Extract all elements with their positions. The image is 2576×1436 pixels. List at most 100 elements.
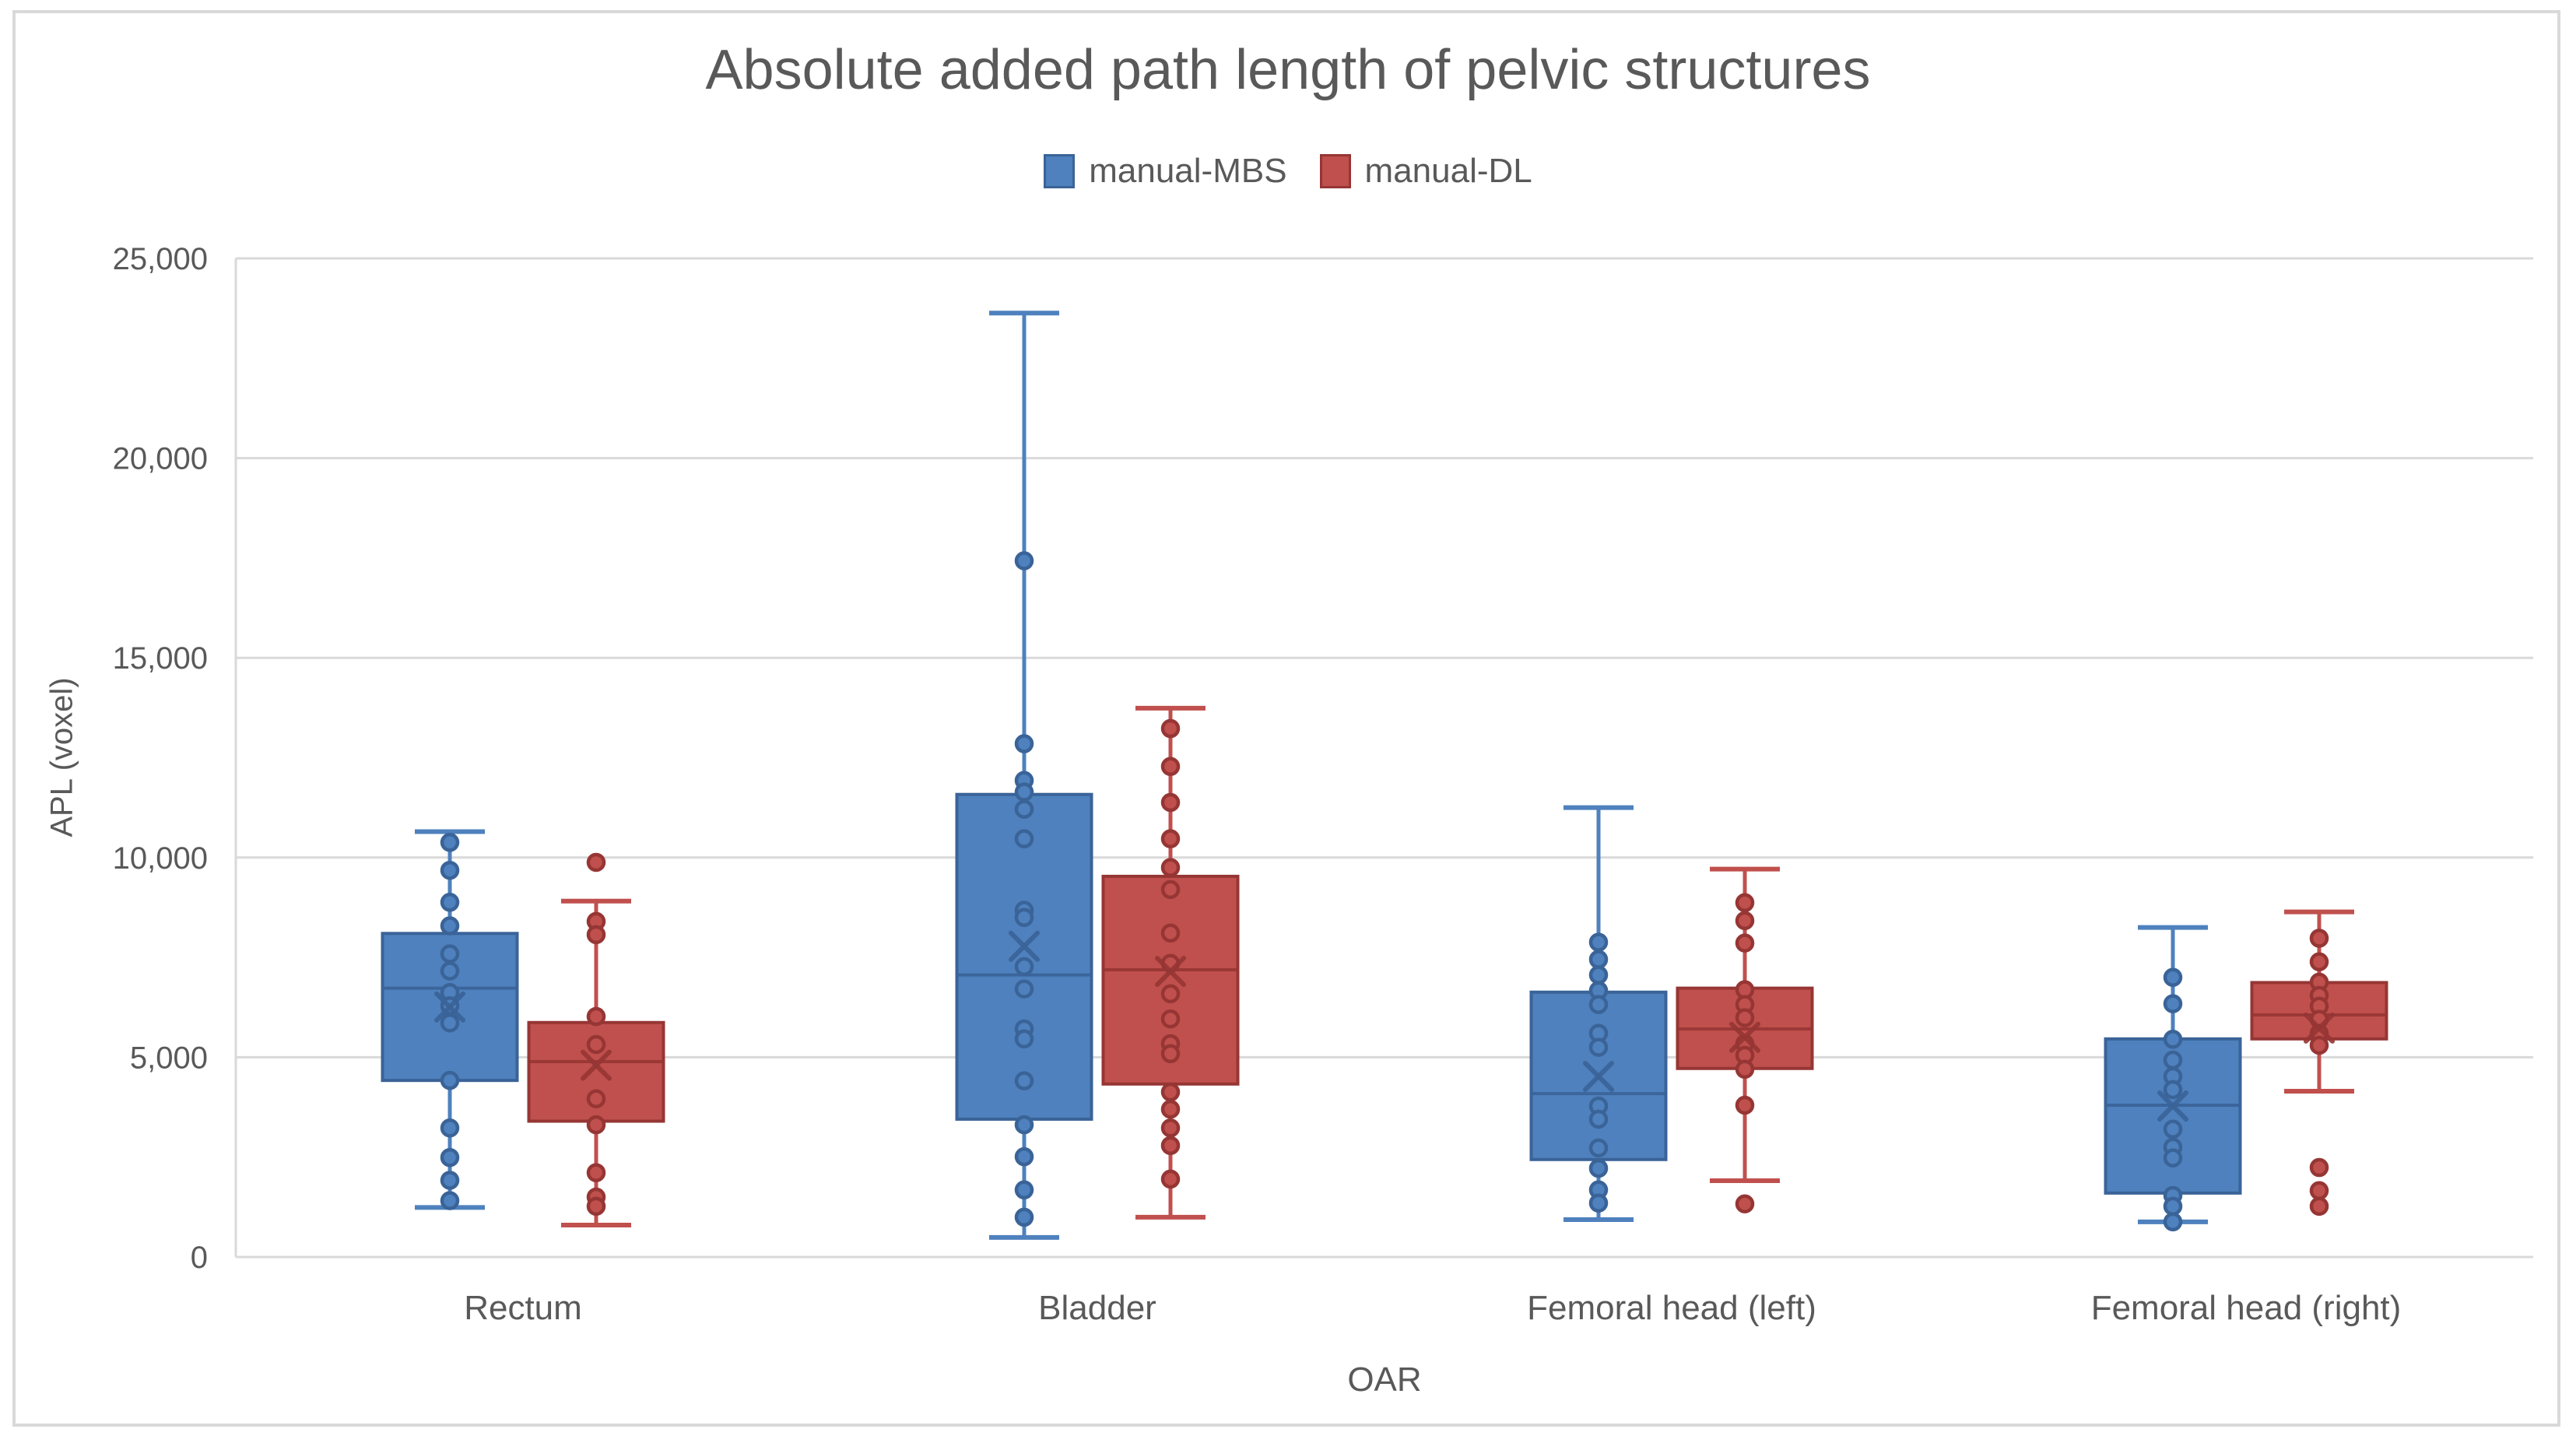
data-point-manual-mbs-femoral-head-right- [2163, 1196, 2183, 1217]
data-point-manual-dl-bladder [1160, 1044, 1181, 1064]
legend-item-manual-mbs: manual-MBS [1044, 152, 1287, 190]
legend-label-manual-dl: manual-DL [1364, 152, 1532, 190]
data-point-manual-mbs-bladder [1014, 799, 1034, 819]
data-point-manual-dl-femoral-head-left- [1735, 893, 1755, 913]
data-point-manual-dl-bladder [1160, 1169, 1181, 1189]
y-tick-label-15000: 15,000 [113, 641, 208, 676]
data-point-manual-dl-femoral-head-left- [1735, 1008, 1755, 1027]
data-point-manual-mbs-femoral-head-left- [1588, 965, 1609, 985]
legend-label-manual-mbs: manual-MBS [1089, 152, 1287, 190]
data-point-manual-mbs-rectum [440, 1070, 460, 1090]
data-point-manual-mbs-bladder [1014, 1115, 1034, 1135]
y-tick-label-5000: 5,000 [130, 1041, 208, 1075]
data-point-manual-mbs-rectum [440, 893, 460, 912]
data-point-manual-mbs-rectum [440, 833, 460, 852]
data-point-manual-mbs-rectum [440, 1118, 460, 1138]
data-point-manual-dl-rectum [586, 1006, 606, 1027]
data-point-manual-mbs-bladder [1014, 1180, 1034, 1200]
data-point-manual-dl-femoral-head-right- [2309, 1181, 2329, 1201]
data-point-manual-mbs-femoral-head-right- [2163, 1212, 2183, 1232]
y-tick-label-10000: 10,000 [113, 841, 208, 876]
data-point-manual-mbs-bladder [1014, 782, 1034, 802]
x-category-label: Rectum [464, 1289, 582, 1327]
mean-marker-manual-mbs-bladder [1009, 930, 1040, 962]
data-point-manual-mbs-bladder [1014, 908, 1034, 928]
data-point-manual-dl-bladder [1160, 984, 1181, 1004]
data-point-manual-mbs-femoral-head-left- [1588, 950, 1609, 969]
data-point-manual-mbs-femoral-head-left- [1588, 932, 1609, 952]
legend: manual-MBS manual-DL [0, 151, 2576, 191]
data-point-manual-mbs-rectum [440, 961, 460, 981]
data-point-manual-dl-bladder [1160, 757, 1181, 777]
data-point-manual-dl-femoral-head-left- [1735, 1059, 1755, 1080]
data-point-manual-mbs-bladder [1014, 551, 1034, 571]
data-point-manual-mbs-femoral-head-right- [2163, 1119, 2183, 1139]
data-point-manual-dl-rectum [586, 1196, 606, 1217]
data-point-manual-dl-rectum [586, 1163, 606, 1182]
data-point-manual-dl-femoral-head-right- [2309, 1035, 2329, 1055]
data-point-manual-mbs-rectum [440, 1013, 460, 1033]
data-point-manual-dl-femoral-head-right- [2309, 952, 2329, 971]
data-point-manual-mbs-rectum [440, 944, 460, 964]
data-point-manual-mbs-femoral-head-left- [1588, 1138, 1609, 1158]
x-category-label: Femoral head (right) [2091, 1289, 2402, 1327]
data-point-manual-dl-rectum [586, 1034, 606, 1055]
data-point-manual-dl-femoral-head-right- [2309, 929, 2329, 948]
mean-marker-manual-dl-femoral-head-right- [2304, 1012, 2335, 1044]
data-point-manual-mbs-bladder [1014, 979, 1034, 999]
data-point-manual-dl-bladder [1160, 829, 1181, 848]
data-point-manual-dl-rectum [586, 1115, 606, 1135]
data-point-manual-mbs-bladder [1014, 1029, 1034, 1049]
data-point-manual-mbs-bladder [1014, 1071, 1034, 1090]
legend-item-manual-dl: manual-DL [1319, 152, 1532, 190]
legend-swatch-manual-dl [1319, 154, 1351, 188]
data-point-manual-mbs-femoral-head-right- [2163, 1030, 2183, 1049]
data-point-manual-mbs-bladder [1014, 829, 1034, 848]
data-point-manual-dl-femoral-head-left- [1735, 1095, 1755, 1115]
data-point-manual-mbs-rectum [440, 916, 460, 936]
data-point-manual-mbs-bladder [1014, 734, 1034, 753]
chart-title: Absolute added path length of pelvic str… [705, 39, 1871, 101]
y-tick-label-20000: 20,000 [113, 442, 208, 476]
data-point-manual-mbs-rectum [440, 1147, 460, 1167]
data-point-manual-mbs-femoral-head-left- [1588, 1158, 1609, 1178]
mean-marker-manual-dl-bladder [1155, 956, 1186, 988]
data-point-manual-mbs-femoral-head-left- [1588, 995, 1609, 1014]
legend-swatch-manual-mbs [1044, 154, 1076, 188]
data-point-manual-mbs-bladder [1014, 957, 1034, 977]
x-axis-title: OAR [1347, 1361, 1422, 1399]
data-point-manual-dl-femoral-head-right- [2309, 1157, 2329, 1178]
data-point-manual-dl-femoral-head-left- [1735, 911, 1755, 931]
data-point-manual-mbs-femoral-head-left- [1588, 1038, 1609, 1057]
data-point-manual-dl-bladder [1160, 1009, 1181, 1029]
data-point-manual-mbs-bladder [1014, 1207, 1034, 1227]
data-point-manual-dl-bladder [1160, 718, 1181, 739]
mean-marker-manual-mbs-rectum [434, 991, 465, 1023]
data-point-manual-mbs-rectum [440, 860, 460, 880]
data-point-manual-mbs-femoral-head-right- [2163, 1080, 2183, 1100]
data-point-manual-dl-bladder [1160, 1099, 1181, 1119]
data-point-manual-mbs-femoral-head-left- [1588, 1109, 1609, 1129]
data-point-manual-mbs-femoral-head-right- [2163, 1050, 2183, 1070]
data-point-manual-dl-femoral-head-left- [1735, 933, 1755, 953]
data-point-manual-dl-bladder [1160, 1136, 1181, 1156]
x-category-label: Femoral head (left) [1527, 1289, 1816, 1327]
data-point-manual-mbs-rectum [440, 1171, 460, 1190]
data-point-manual-dl-femoral-head-right- [2309, 1196, 2329, 1217]
data-point-manual-mbs-femoral-head-left- [1588, 1193, 1609, 1213]
data-point-manual-dl-bladder [1160, 923, 1181, 943]
data-point-manual-mbs-femoral-head-right- [2163, 994, 2183, 1013]
mean-marker-manual-dl-femoral-head-left- [1729, 1021, 1760, 1053]
data-point-manual-dl-bladder [1160, 792, 1181, 813]
data-point-manual-dl-rectum [586, 1089, 606, 1109]
data-point-manual-dl-rectum [586, 852, 606, 872]
data-point-manual-dl-femoral-head-left- [1735, 1194, 1755, 1213]
data-point-manual-dl-bladder [1160, 1118, 1181, 1138]
mean-marker-manual-mbs-femoral-head-right- [2157, 1090, 2188, 1122]
mean-marker-manual-dl-rectum [581, 1049, 612, 1081]
y-tick-label-25000: 25,000 [113, 242, 208, 276]
mean-marker-manual-mbs-femoral-head-left- [1583, 1061, 1614, 1093]
y-tick-label-0: 0 [191, 1241, 208, 1275]
data-point-manual-mbs-femoral-head-right- [2163, 1148, 2183, 1167]
